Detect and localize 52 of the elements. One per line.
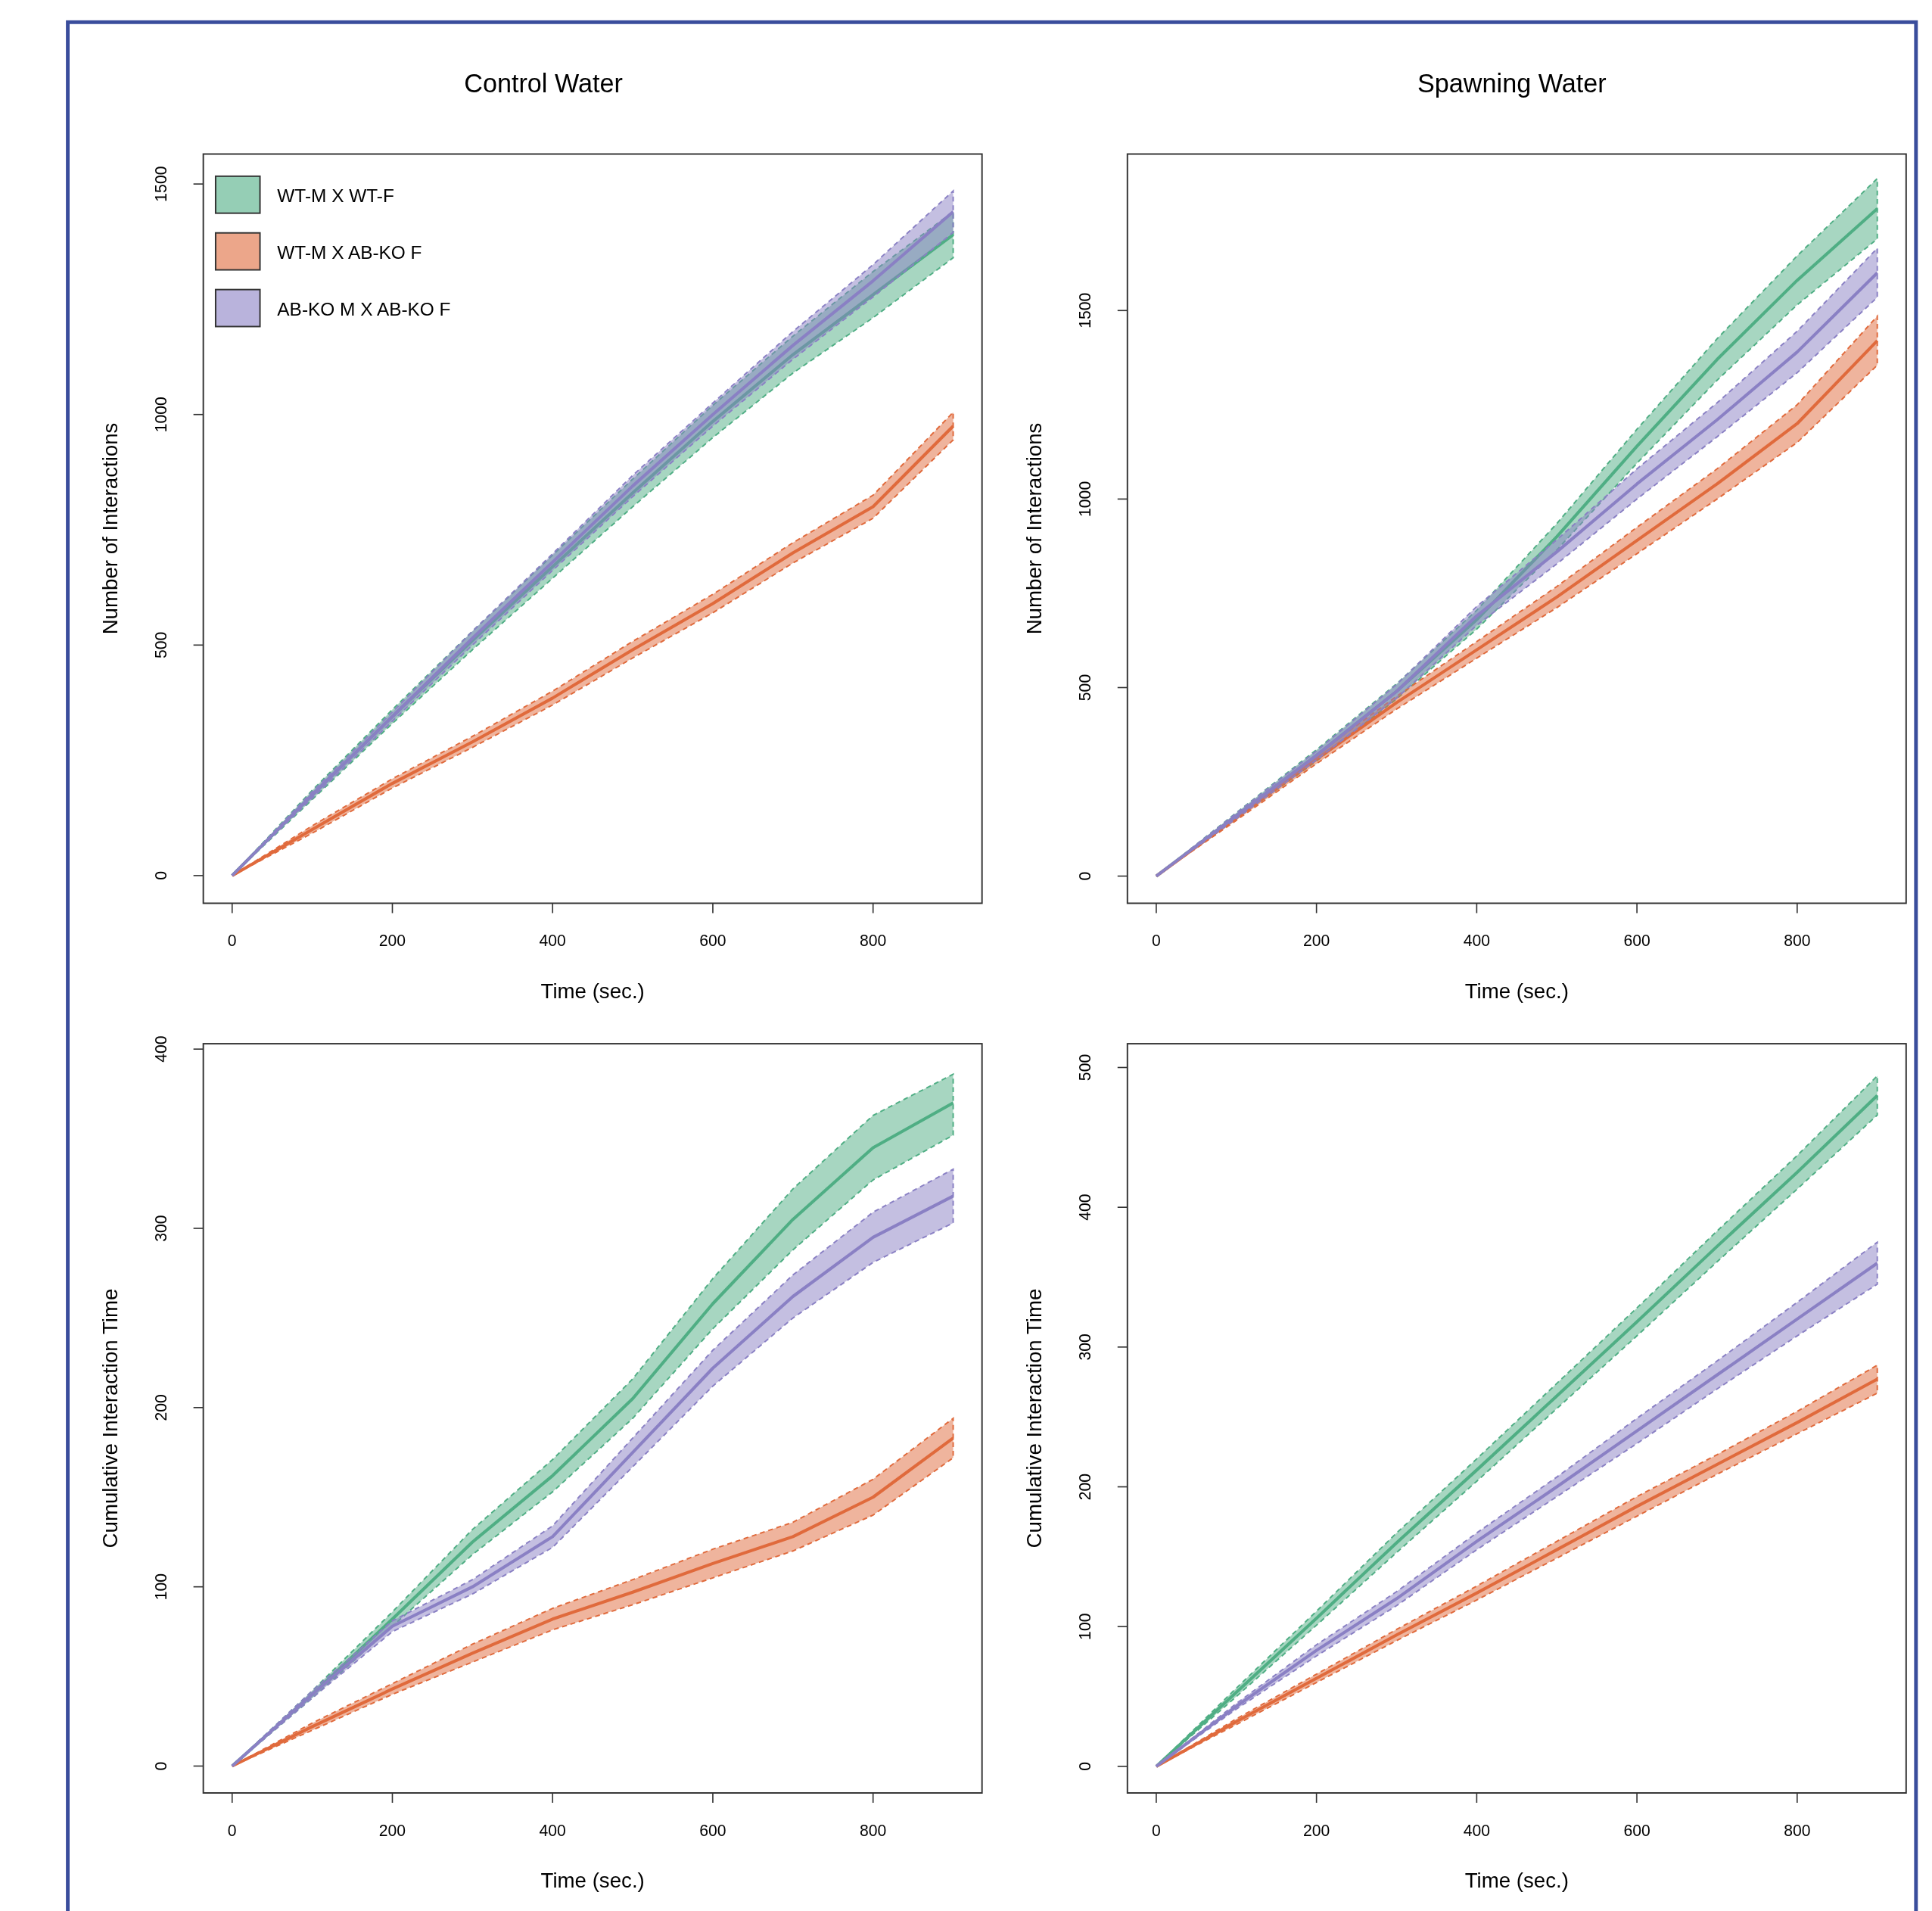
x-tick-label: 0 — [1152, 932, 1161, 950]
x-tick-label: 200 — [1302, 1822, 1330, 1839]
y-tick-label: 1000 — [1075, 481, 1094, 517]
y-tick-label: 100 — [1075, 1613, 1094, 1640]
y-tick-label: 300 — [151, 1215, 170, 1242]
y-tick-label: 1000 — [151, 397, 170, 433]
x-tick-label: 0 — [227, 1822, 237, 1839]
x-axis-title: Time (sec.) — [1464, 979, 1569, 1003]
legend-label: AB-KO M X AB-KO F — [277, 298, 451, 319]
y-tick-label: 500 — [151, 631, 170, 658]
x-tick-label: 200 — [378, 932, 406, 950]
x-tick-label: 600 — [699, 1822, 726, 1839]
x-tick-label: 400 — [1463, 932, 1491, 950]
y-tick-label: 0 — [1075, 1762, 1094, 1771]
legend-label: WT-M X WT-F — [277, 185, 394, 207]
x-tick-label: 800 — [1784, 932, 1811, 950]
y-tick-label: 1500 — [1075, 292, 1094, 328]
x-tick-label: 800 — [1784, 1822, 1811, 1839]
x-tick-label: 800 — [860, 932, 887, 950]
y-tick-label: 500 — [1075, 674, 1094, 702]
x-tick-label: 600 — [1623, 1822, 1650, 1839]
x-tick-label: 400 — [1463, 1822, 1491, 1839]
y-axis-title: Number of Interactions — [98, 422, 122, 635]
y-tick-label: 0 — [1075, 871, 1094, 881]
chart-title: Spawning Water — [1417, 69, 1607, 98]
x-tick-label: 200 — [1302, 932, 1330, 950]
chart-title: Control Water — [464, 69, 623, 98]
legend-label: WT-M X AB-KO F — [277, 241, 422, 263]
x-axis-title: Time (sec.) — [1464, 1869, 1569, 1893]
x-tick-label: 600 — [1623, 932, 1650, 950]
x-tick-label: 600 — [699, 932, 726, 950]
y-tick-label: 0 — [151, 871, 170, 880]
x-tick-label: 200 — [378, 1822, 406, 1839]
y-tick-label: 400 — [151, 1035, 170, 1063]
x-tick-label: 400 — [539, 1822, 566, 1839]
y-tick-label: 200 — [1075, 1473, 1094, 1501]
x-axis-title: Time (sec.) — [540, 1869, 645, 1893]
y-tick-label: 100 — [151, 1573, 170, 1601]
y-tick-label: 200 — [151, 1394, 170, 1421]
y-tick-label: 300 — [1075, 1334, 1094, 1361]
y-tick-label: 500 — [1075, 1054, 1094, 1082]
y-axis-title: Number of Interactions — [1022, 422, 1046, 635]
y-tick-label: 1500 — [151, 166, 170, 202]
y-tick-label: 400 — [1075, 1194, 1094, 1221]
x-tick-label: 0 — [1152, 1822, 1161, 1839]
y-tick-label: 0 — [151, 1761, 170, 1771]
x-tick-label: 0 — [227, 932, 237, 950]
y-axis-title: Cumulative Interaction Time — [98, 1288, 122, 1548]
x-tick-label: 800 — [860, 1822, 887, 1839]
x-tick-label: 400 — [539, 932, 566, 950]
y-axis-title: Cumulative Interaction Time — [1022, 1288, 1046, 1548]
x-axis-title: Time (sec.) — [540, 979, 645, 1003]
